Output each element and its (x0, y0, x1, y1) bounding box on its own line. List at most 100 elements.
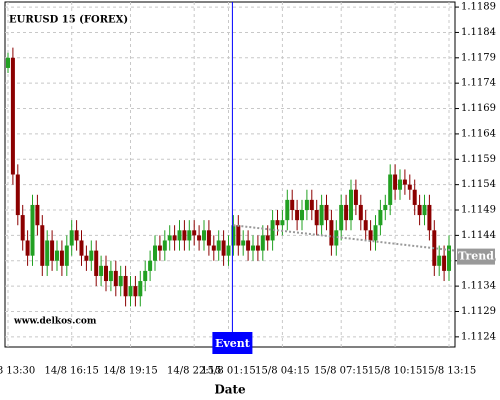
y-tick-label: 1.1179 (461, 52, 496, 63)
y-tick-label: 1.1164 (461, 128, 496, 139)
candle-body (20, 215, 25, 241)
candle-body (50, 240, 55, 261)
candle-body (388, 174, 393, 205)
candle-body (339, 204, 344, 231)
candle-body (285, 199, 290, 221)
candle-body (260, 235, 265, 251)
candle-body (192, 230, 197, 236)
candle-body (319, 204, 324, 226)
candle-body (177, 230, 182, 241)
candle-body (108, 270, 113, 282)
candle-body (393, 174, 398, 190)
watermark: www.delkos.com (13, 317, 97, 327)
candle-body (353, 189, 358, 205)
y-tick-label: 1.1124 (461, 331, 496, 342)
candle-body (59, 250, 64, 266)
candle-body (94, 250, 99, 276)
candle-body (113, 270, 118, 287)
candle-body (383, 204, 388, 211)
candle-body (402, 179, 407, 185)
x-tick-label: 15/8 13:15 (422, 366, 476, 377)
x-axis-label: Date (214, 383, 246, 397)
candle-body (74, 230, 79, 241)
candle-body (304, 199, 309, 211)
candle-body (417, 204, 422, 216)
candle-body (309, 199, 314, 211)
candle-body (422, 204, 427, 216)
candle-body (226, 245, 231, 256)
candle-body (378, 210, 383, 226)
candle-body (270, 220, 275, 241)
y-tick-label: 1.1129 (461, 306, 496, 317)
x-tick-label: 15/8 10:15 (368, 366, 422, 377)
event-label: Event (215, 337, 251, 350)
candle-body (373, 225, 378, 241)
candle-body (6, 57, 10, 68)
candle-body (40, 225, 45, 266)
candle-body (251, 245, 255, 251)
candle-body (349, 189, 353, 221)
candle-body (167, 235, 172, 241)
candle-body (412, 189, 417, 205)
candle-body (15, 174, 20, 216)
x-tick-label: 14/8 22:15 (167, 366, 221, 377)
candle-body (64, 245, 69, 266)
candle-body (265, 235, 270, 241)
candle-body (35, 204, 40, 226)
candle-body (172, 235, 177, 241)
candle-body (290, 199, 295, 211)
y-tick-label: 1.1189 (461, 2, 496, 13)
candle-body (157, 245, 162, 251)
candle-body (211, 245, 216, 251)
x-tick-label: 14/8 13:30 (0, 366, 35, 377)
candle-body (45, 240, 50, 266)
candle-body (187, 230, 192, 241)
candle-body (197, 235, 202, 241)
candle-body (221, 240, 226, 256)
x-tick-label: 15/8 04:15 (255, 366, 309, 377)
candle-body (255, 245, 260, 251)
candle-body (275, 220, 280, 226)
y-tick-label: 1.1149 (461, 205, 496, 216)
candle-body (236, 225, 241, 246)
candle-body (407, 184, 412, 190)
candle-body (231, 225, 236, 246)
candle-body (206, 230, 211, 246)
candle-body (148, 260, 153, 271)
x-tick-label: 14/8 16:15 (44, 366, 98, 377)
candle-body (368, 230, 373, 241)
candle-body (329, 220, 334, 246)
candle-body (344, 204, 349, 221)
chart-title: EURUSD 15 (FOREX) (9, 15, 128, 26)
candle-body (324, 204, 329, 221)
y-tick-label: 1.1134 (461, 281, 496, 292)
candle-body (99, 265, 104, 276)
candle-body (363, 220, 368, 231)
trend-line (233, 224, 456, 252)
x-tick-label: 14/8 19:15 (103, 366, 157, 377)
candle-body (118, 275, 123, 287)
y-tick-label: 1.1154 (461, 179, 496, 190)
candle-body (314, 210, 319, 226)
candle-body (143, 270, 148, 282)
candle-body (447, 245, 451, 271)
candle-body (398, 179, 402, 190)
candle-body (182, 230, 187, 241)
x-tick-label: 15/8 01:15 (201, 366, 255, 377)
candle-body (358, 204, 363, 221)
candle-body (10, 57, 15, 175)
trend-box (457, 248, 495, 265)
candle-body (246, 240, 251, 251)
candle-body (162, 240, 167, 251)
plot-frame (4, 1, 456, 348)
y-tick-label: 1.1144 (461, 230, 496, 241)
candle-body (442, 255, 447, 271)
y-tick-label: 1.1159 (461, 154, 496, 165)
candle-body (202, 230, 206, 241)
candle-body (104, 265, 108, 282)
y-tick-label: 1.1169 (461, 103, 496, 114)
candle-body (432, 230, 437, 266)
x-tick-label: 15/8 07:15 (314, 366, 368, 377)
y-tick-label: 1.1174 (461, 78, 496, 89)
